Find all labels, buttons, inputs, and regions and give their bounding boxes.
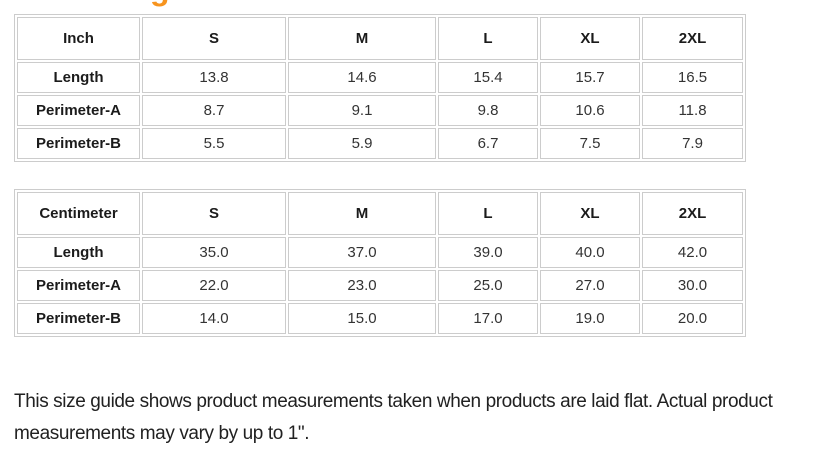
size-table-centimeter: Centimeter S M L XL 2XL Length 35.0 37.0… [14,189,746,337]
measurement-cell: 23.0 [288,270,436,301]
measurement-cell: 9.8 [438,95,538,126]
row-label: Length [17,237,140,268]
measurement-cell: 7.5 [540,128,640,159]
row-label: Length [17,62,140,93]
size-column-header-xl: XL [540,192,640,235]
table-header-row: Centimeter S M L XL 2XL [17,192,743,235]
size-column-header-s: S [142,17,286,60]
row-label: Perimeter-B [17,128,140,159]
measurement-cell: 13.8 [142,62,286,93]
unit-header-cell: Inch [17,17,140,60]
size-column-header-2xl: 2XL [642,192,743,235]
size-column-header-m: M [288,17,436,60]
table-header-row: Inch S M L XL 2XL [17,17,743,60]
measurement-cell: 37.0 [288,237,436,268]
size-column-header-l: L [438,17,538,60]
measurement-cell: 15.0 [288,303,436,334]
table-row: Length 13.8 14.6 15.4 15.7 16.5 [17,62,743,93]
measurement-cell: 25.0 [438,270,538,301]
measurement-cell: 22.0 [142,270,286,301]
size-column-header-2xl: 2XL [642,17,743,60]
table-row: Perimeter-B 14.0 15.0 17.0 19.0 20.0 [17,303,743,334]
measurement-cell: 10.6 [540,95,640,126]
size-column-header-xl: XL [540,17,640,60]
size-column-header-l: L [438,192,538,235]
size-table-inch: Inch S M L XL 2XL Length 13.8 14.6 15.4 … [14,14,746,162]
measurement-cell: 14.6 [288,62,436,93]
measurement-cell: 27.0 [540,270,640,301]
measurement-cell: 8.7 [142,95,286,126]
measurement-note: This size guide shows product measuremen… [14,391,773,444]
measurement-cell: 30.0 [642,270,743,301]
table-row: Perimeter-A 8.7 9.1 9.8 10.6 11.8 [17,95,743,126]
measurement-cell: 39.0 [438,237,538,268]
measurement-cell: 5.5 [142,128,286,159]
measurement-cell: 42.0 [642,237,743,268]
table-row: Length 35.0 37.0 39.0 40.0 42.0 [17,237,743,268]
table-row: Perimeter-B 5.5 5.9 6.7 7.5 7.9 [17,128,743,159]
measurement-cell: 17.0 [438,303,538,334]
measurement-cell: 14.0 [142,303,286,334]
row-label: Perimeter-B [17,303,140,334]
size-column-header-s: S [142,192,286,235]
size-column-header-m: M [288,192,436,235]
measurement-cell: 20.0 [642,303,743,334]
row-label: Perimeter-A [17,270,140,301]
measurement-cell: 6.7 [438,128,538,159]
measurement-cell: 35.0 [142,237,286,268]
measurement-cell: 40.0 [540,237,640,268]
measurement-cell: 5.9 [288,128,436,159]
measurement-cell: 9.1 [288,95,436,126]
measurement-cell: 15.4 [438,62,538,93]
measurement-cell: 15.7 [540,62,640,93]
measurement-cell: 16.5 [642,62,743,93]
row-label: Perimeter-A [17,95,140,126]
table-row: Perimeter-A 22.0 23.0 25.0 27.0 30.0 [17,270,743,301]
measurement-cell: 19.0 [540,303,640,334]
unit-header-cell: Centimeter [17,192,140,235]
measurement-cell: 11.8 [642,95,743,126]
measurement-cell: 7.9 [642,128,743,159]
